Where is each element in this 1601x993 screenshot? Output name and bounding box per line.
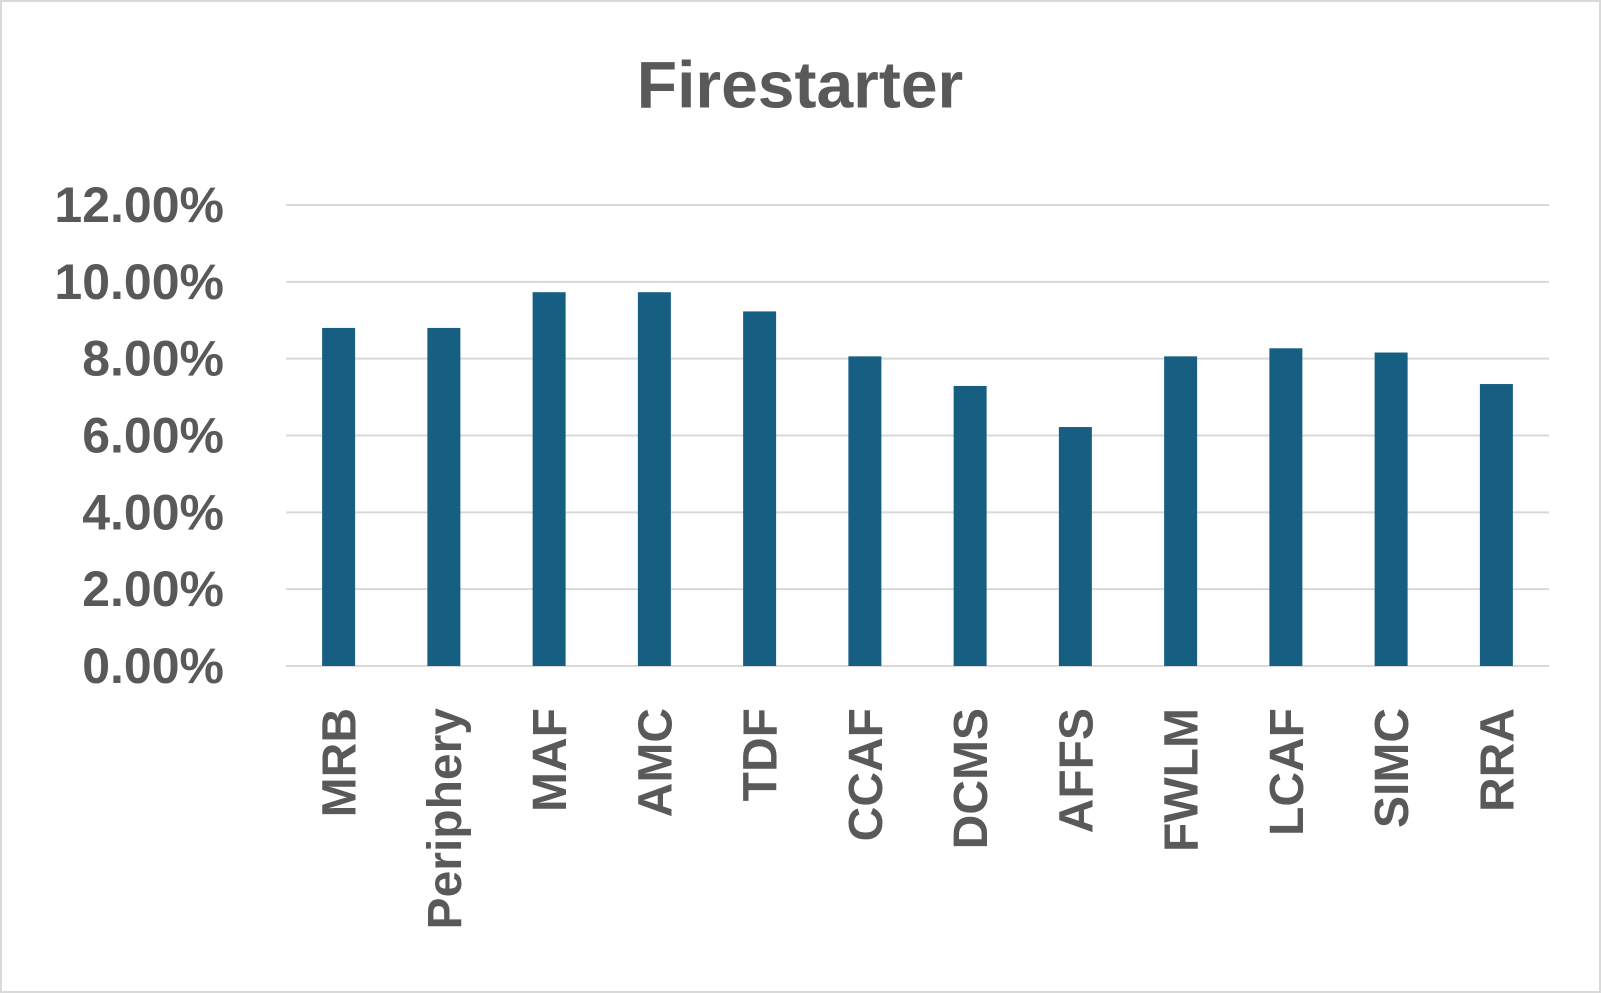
x-tick-label: FWLM	[1156, 708, 1209, 852]
x-tick-label: MRB	[314, 708, 367, 817]
bar	[743, 311, 777, 666]
y-tick-label: 10.00%	[54, 254, 224, 310]
x-tick-label: DCMS	[945, 708, 998, 849]
bar	[848, 356, 882, 666]
bar	[427, 327, 461, 666]
y-tick-label: 12.00%	[54, 177, 224, 233]
y-tick-label: 4.00%	[82, 484, 224, 540]
bar	[322, 327, 356, 666]
bar	[532, 292, 566, 666]
bar	[1164, 356, 1198, 666]
x-tick-label: CCAF	[840, 708, 893, 841]
x-tick-label: TDF	[735, 708, 788, 801]
bar	[953, 385, 987, 666]
bar	[637, 292, 671, 666]
bar	[1269, 348, 1303, 666]
chart-title: Firestarter	[637, 47, 964, 121]
y-tick-label: 2.00%	[82, 561, 224, 617]
x-tick-label: LCAF	[1261, 708, 1314, 836]
bar	[1058, 427, 1092, 666]
x-tick-label: AMC	[629, 708, 682, 817]
bar	[1479, 384, 1513, 666]
y-tick-label: 8.00%	[82, 331, 224, 387]
x-tick-label: RRA	[1471, 708, 1524, 812]
x-tick-label: MAF	[524, 708, 577, 812]
x-tick-label: Periphery	[419, 708, 472, 930]
x-tick-label: AFFS	[1050, 708, 1103, 833]
y-tick-label: 0.00%	[82, 638, 224, 694]
bar	[1374, 352, 1408, 666]
y-tick-label: 6.00%	[82, 408, 224, 464]
x-tick-label: SIMC	[1366, 708, 1419, 828]
